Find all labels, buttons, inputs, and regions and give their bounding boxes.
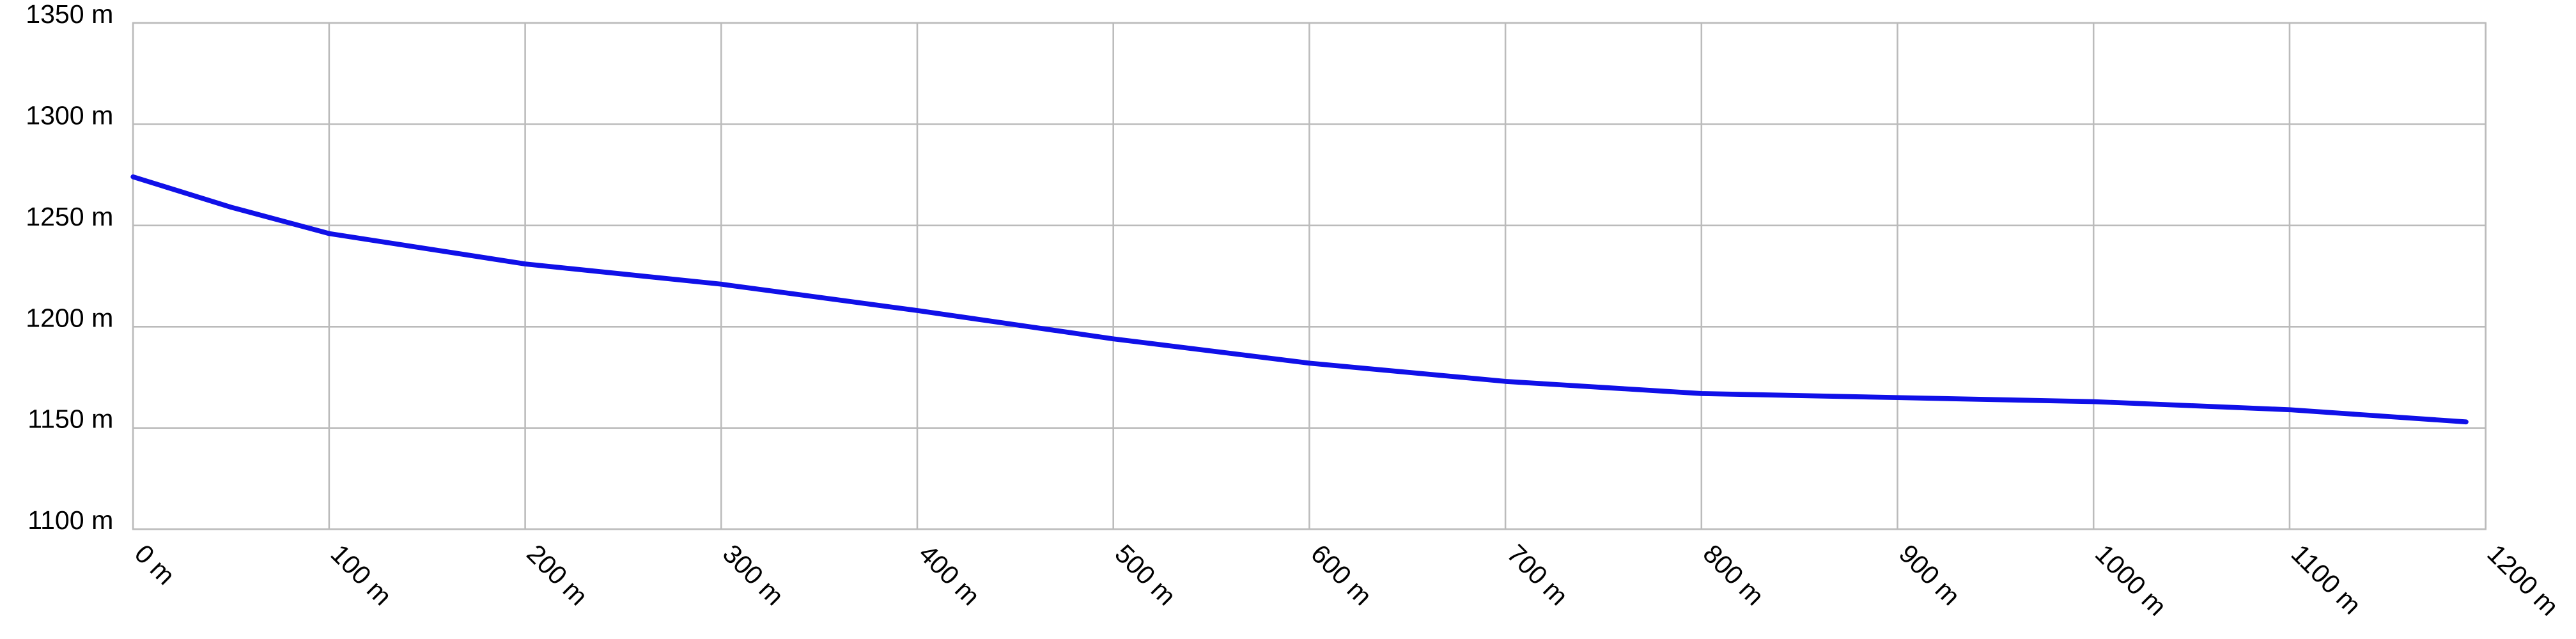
y-tick-label: 1100 m [27, 505, 113, 535]
x-tick-label: 900 m [1893, 539, 1966, 611]
x-tick-label: 600 m [1305, 539, 1377, 611]
x-tick-label: 1200 m [2481, 539, 2564, 621]
x-tick-label: 1100 m [2286, 539, 2367, 620]
x-tick-label: 1000 m [2090, 539, 2173, 621]
y-tick-label: 1200 m [26, 303, 113, 332]
x-tick-label: 300 m [717, 539, 789, 611]
x-tick-label: 800 m [1697, 539, 1769, 611]
line-series [130, 174, 2469, 425]
y-tick-label: 1350 m [26, 0, 113, 29]
x-tick-label: 200 m [521, 539, 593, 611]
x-tick-label: 700 m [1501, 539, 1574, 611]
x-tick-label: 400 m [913, 539, 986, 611]
y-tick-label: 1250 m [26, 202, 113, 231]
y-tick-label: 1150 m [27, 404, 113, 434]
y-tick-label: 1300 m [26, 100, 113, 130]
x-tick-label: 0 m [129, 539, 181, 590]
x-tick-label: 500 m [1109, 539, 1181, 611]
x-tick-label: 100 m [325, 539, 398, 611]
